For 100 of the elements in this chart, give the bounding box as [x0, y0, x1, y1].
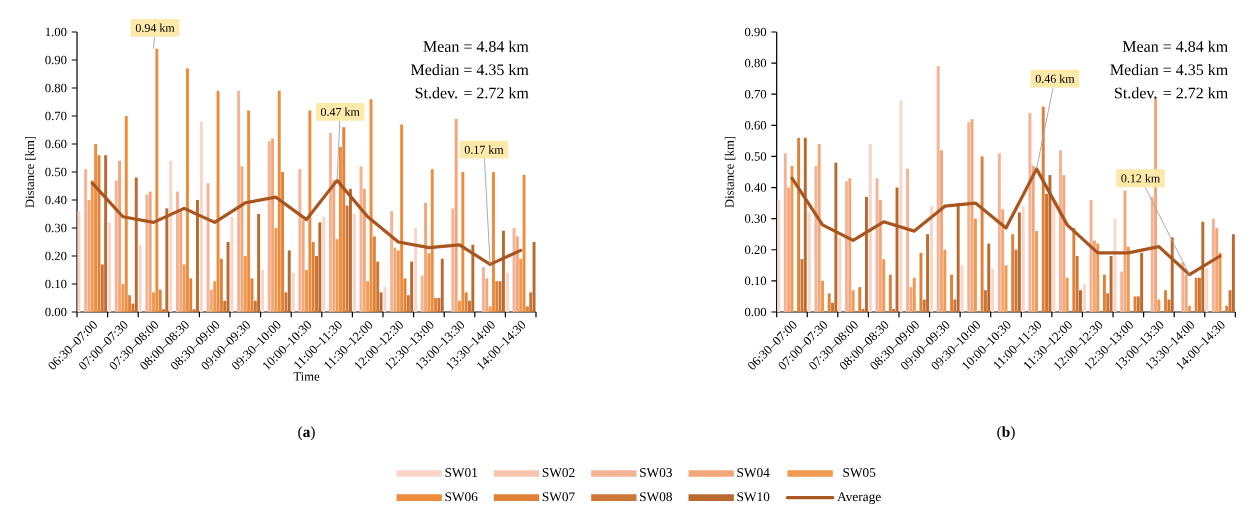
- bar: [1157, 299, 1161, 312]
- bar: [427, 253, 431, 312]
- bar: [831, 302, 835, 312]
- bar: [424, 202, 428, 312]
- bar: [481, 267, 485, 312]
- bar: [797, 137, 801, 312]
- bar: [858, 287, 862, 312]
- bar: [226, 241, 230, 312]
- bar: [790, 165, 794, 312]
- bar: [1188, 305, 1191, 312]
- bar: [414, 227, 418, 312]
- bar: [864, 196, 868, 312]
- bar: [1045, 193, 1049, 312]
- annotation: 0.12 km: [1121, 173, 1161, 183]
- bar: [420, 275, 424, 312]
- bar: [345, 205, 349, 312]
- bar: [335, 239, 339, 312]
- bar: [1215, 227, 1219, 312]
- bar: [991, 268, 995, 312]
- text: (b): [997, 426, 1015, 441]
- bar: [1052, 203, 1056, 312]
- x-axis-title: Time: [293, 372, 320, 381]
- line-series: [790, 167, 1222, 277]
- bar: [1065, 277, 1069, 312]
- bar: [216, 90, 220, 312]
- bar: [1205, 268, 1209, 312]
- bar: [237, 90, 241, 312]
- bar: [165, 208, 169, 312]
- bar: [468, 300, 471, 312]
- bar: [868, 144, 872, 312]
- legend-label: SW05: [843, 468, 876, 478]
- legend-label: SW06: [445, 492, 478, 502]
- bar: [318, 222, 322, 312]
- y-tick-label: 0.90: [744, 27, 767, 37]
- y-tick-label: 0.80: [45, 83, 67, 93]
- bar: [512, 227, 516, 312]
- y-tick-label: 0.60: [744, 121, 767, 130]
- legend-label: SW03: [640, 468, 672, 478]
- y-tick-label: 0.50: [45, 167, 67, 177]
- bar: [522, 174, 526, 312]
- annotation: Median = 4.35 km: [1110, 63, 1228, 76]
- y-axis-title: Distance [km]: [25, 136, 36, 208]
- annotation: Median = 4.35 km: [410, 63, 529, 76]
- legend-label: Average: [837, 492, 881, 504]
- bar: [152, 292, 155, 312]
- bar: [1167, 299, 1171, 312]
- bar: [1001, 209, 1005, 312]
- bar: [922, 299, 926, 312]
- bar: [1198, 277, 1201, 312]
- bar: [906, 168, 910, 312]
- bar: [332, 180, 336, 312]
- annotation: St.dev. = 2.72 km: [1115, 87, 1228, 99]
- bar: [501, 230, 505, 312]
- bar: [997, 153, 1001, 312]
- bar: [1181, 262, 1185, 312]
- bar: [213, 281, 217, 312]
- y-tick-label: 0.00: [744, 307, 767, 317]
- annotation: Mean = 4.84 km: [1122, 40, 1228, 52]
- bar: [834, 162, 838, 312]
- bar: [410, 261, 414, 312]
- bar: [94, 143, 98, 312]
- bar: [1082, 283, 1086, 312]
- bar: [1201, 221, 1205, 312]
- legend-label: SW02: [542, 468, 575, 478]
- bar: [440, 258, 444, 312]
- bar: [1021, 206, 1025, 312]
- bar: [1062, 175, 1066, 312]
- bar: [195, 199, 199, 312]
- bar: [926, 234, 930, 312]
- bar: [291, 272, 295, 312]
- bar: [973, 218, 977, 312]
- bar: [104, 155, 108, 312]
- legend-label: SW01: [445, 468, 478, 478]
- y-tick-label: 0.20: [744, 245, 767, 255]
- bar: [1225, 305, 1229, 312]
- bar: [1059, 150, 1062, 312]
- bar: [362, 188, 366, 312]
- bar: [899, 100, 903, 312]
- bar: [936, 66, 940, 312]
- bar: [247, 110, 251, 312]
- bar: [100, 264, 104, 312]
- bar: [1096, 243, 1100, 312]
- bar: [953, 299, 957, 312]
- bar: [369, 99, 373, 312]
- legend-label: SW04: [737, 468, 770, 478]
- bar: [206, 183, 210, 312]
- y-axis-title: Distance [km]: [724, 136, 736, 208]
- bar: [787, 187, 791, 312]
- bar: [1164, 290, 1168, 312]
- bar: [328, 132, 332, 312]
- bar: [185, 68, 189, 312]
- bar: [267, 141, 271, 312]
- y-tick-label: 0.30: [744, 214, 767, 223]
- bar: [271, 138, 275, 312]
- bar: [930, 206, 933, 312]
- bar: [192, 309, 196, 312]
- bar: [284, 292, 288, 312]
- y-tick-label: 1.00: [45, 27, 67, 37]
- bar: [980, 156, 984, 312]
- y-tick-label: 0.60: [45, 139, 67, 149]
